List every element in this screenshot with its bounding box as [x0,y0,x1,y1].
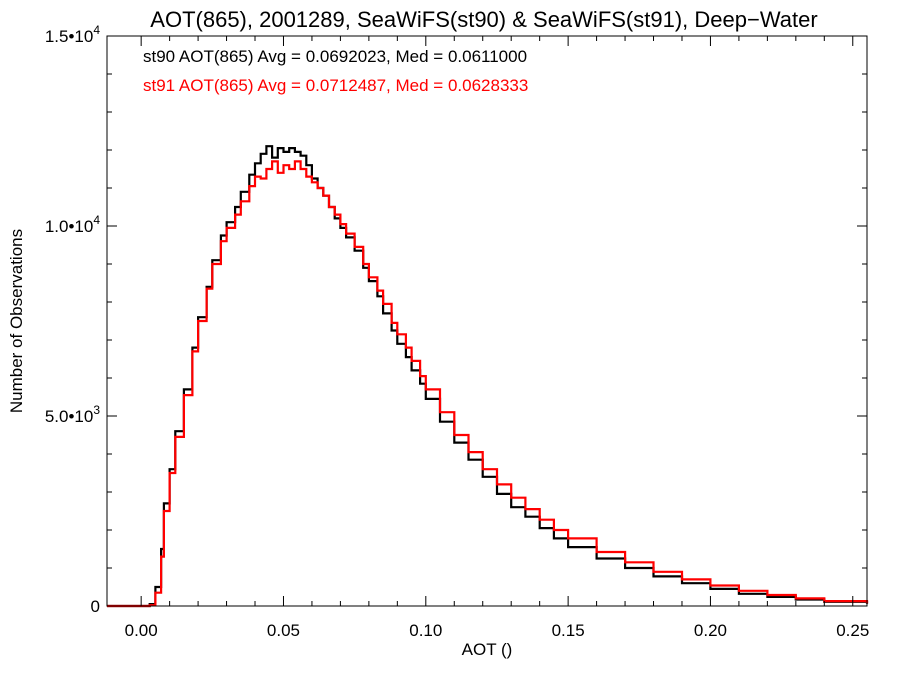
y-tick-exponent: 4 [93,213,100,227]
y-tick-exponent: 3 [93,403,100,417]
x-tick-label: 0.05 [267,621,300,640]
x-axis-label: AOT () [462,640,513,659]
x-tick-label: 0.25 [836,621,869,640]
annotation-st91: st91 AOT(865) Avg = 0.0712487, Med = 0.0… [143,76,528,95]
series-line-1 [107,160,869,608]
plot-frame [106,35,868,607]
x-tick-label: 0.00 [125,621,158,640]
y-tick-label: 5.0•103 [45,403,101,426]
y-tick-mantissa: 1.0•10 [45,217,94,236]
y-tick-exponent: 4 [93,23,100,37]
y-tick-mantissa: 0 [91,597,100,616]
x-tick-label: 0.20 [694,621,727,640]
plot-area [107,145,869,608]
y-tick-label: 0 [91,597,100,616]
x-tick-label: 0.15 [552,621,585,640]
x-tick-label: 0.10 [409,621,442,640]
chart-title: AOT(865), 2001289, SeaWiFS(st90) & SeaWi… [150,7,817,32]
y-tick-label: 1.5•104 [45,23,101,46]
x-axis: 0.00 0.05 0.10 0.15 0.20 0.25 [125,36,869,640]
y-axis-label: Number of Observations [7,229,26,413]
annotation-st90: st90 AOT(865) Avg = 0.0692023, Med = 0.0… [143,47,527,66]
y-tick-mantissa: 5.0•10 [45,407,94,426]
y-tick-label: 1.0•104 [45,213,101,236]
y-tick-mantissa: 1.5•10 [45,27,94,46]
